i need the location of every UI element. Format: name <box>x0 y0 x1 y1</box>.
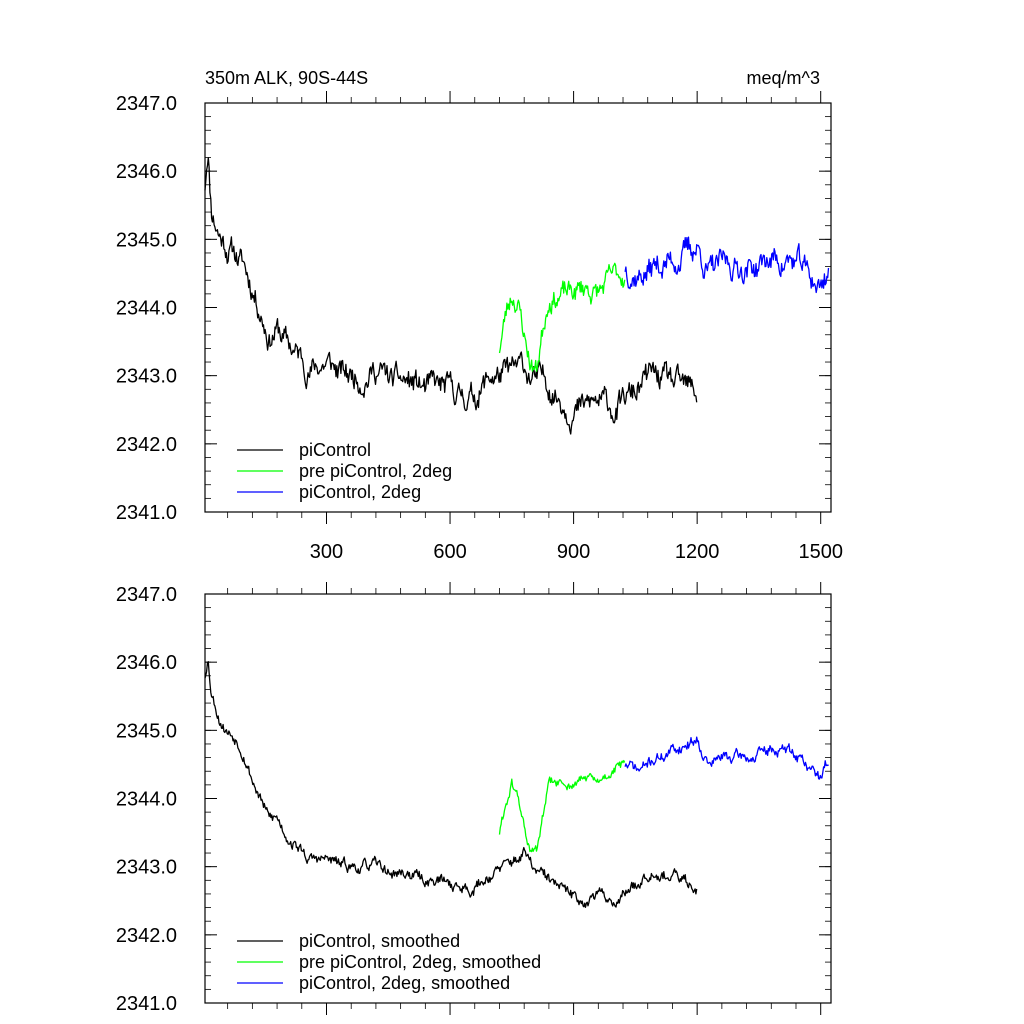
series-line <box>624 736 829 780</box>
y-tick-label: 2346.0 <box>116 652 177 674</box>
y-tick-label: 2347.0 <box>116 93 177 115</box>
series-line <box>204 661 698 908</box>
series-line <box>498 759 626 853</box>
y-tick-label: 2347.0 <box>116 584 177 606</box>
legend-label: piControl, 2deg <box>299 482 421 502</box>
legend-label: pre piControl, 2deg <box>299 461 452 481</box>
figure-title-right: meq/m^3 <box>747 68 820 88</box>
y-tick-label: 2346.0 <box>116 161 177 183</box>
x-tick-label: 1200 <box>675 541 720 563</box>
y-tick-label: 2343.0 <box>116 366 177 388</box>
series-line <box>624 236 830 294</box>
x-tick-label: 300 <box>310 541 343 563</box>
series-line <box>498 262 626 372</box>
series-line <box>204 157 698 435</box>
lower-panel: 2341.0 2342.0 2343.0 2344.0 2345.0 2346.0 2347… <box>116 582 832 1015</box>
y-tick-label: 2344.0 <box>116 789 177 811</box>
y-tick-label: 2345.0 <box>116 720 177 742</box>
x-tick-label: 1500 <box>798 541 843 563</box>
upper-panel: 2341.0 2342.0 2343.0 2344.0 2345.0 2346.0 2347… <box>116 91 843 563</box>
y-tick-label: 2342.0 <box>116 925 177 947</box>
y-tick-label: 2344.0 <box>116 298 177 320</box>
legend-label: piControl <box>299 440 371 460</box>
y-tick-label: 2341.0 <box>116 993 177 1015</box>
y-tick-label: 2341.0 <box>116 502 177 524</box>
figure-title-left: 350m ALK, 90S-44S <box>205 68 368 88</box>
legend-label: pre piControl, 2deg, smoothed <box>299 952 541 972</box>
x-tick-label: 900 <box>557 541 590 563</box>
legend-label: piControl, 2deg, smoothed <box>299 973 510 993</box>
x-tick-label: 600 <box>433 541 466 563</box>
y-tick-label: 2342.0 <box>116 434 177 456</box>
y-tick-label: 2345.0 <box>116 229 177 251</box>
y-tick-label: 2343.0 <box>116 857 177 879</box>
legend-label: piControl, smoothed <box>299 931 460 951</box>
